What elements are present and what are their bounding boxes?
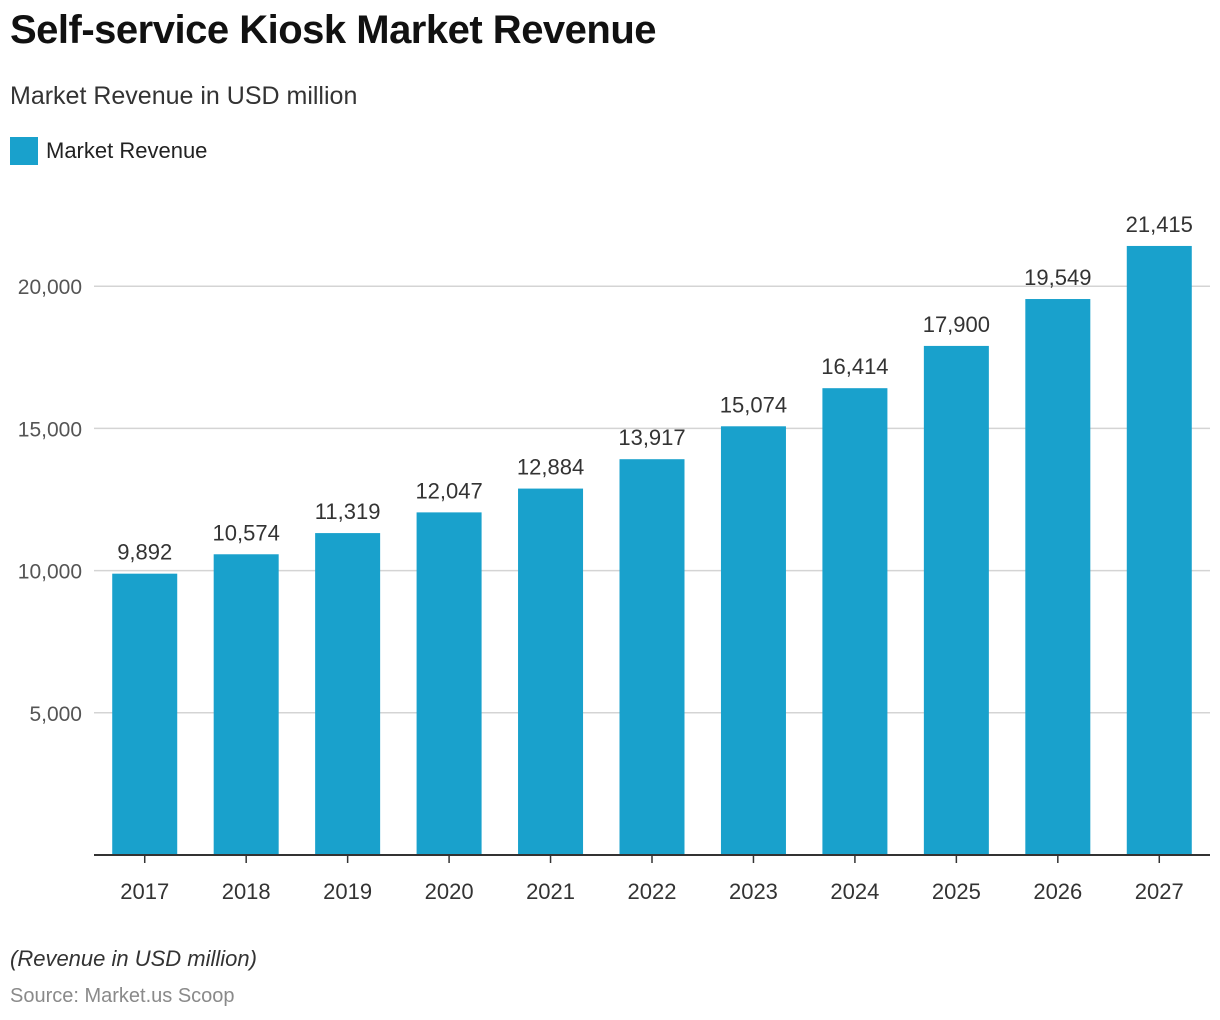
y-tick-label: 10,000 <box>18 561 82 584</box>
x-tick-label-2019: 2019 <box>323 879 372 904</box>
x-tick-label-2027: 2027 <box>1135 879 1184 904</box>
bar-2019 <box>315 533 381 855</box>
bar-2017 <box>112 573 178 855</box>
x-tick-label-2018: 2018 <box>222 879 271 904</box>
x-tick-label-2024: 2024 <box>830 879 879 904</box>
data-label-2021: 12,884 <box>517 455 584 480</box>
bar-2022 <box>619 459 685 855</box>
chart-subtitle: Market Revenue in USD million <box>10 82 358 110</box>
x-tick-label-2017: 2017 <box>120 879 169 904</box>
data-label-2020: 12,047 <box>415 478 482 503</box>
x-tick-label-2026: 2026 <box>1033 879 1082 904</box>
bar-2018 <box>213 554 279 855</box>
bar-2020 <box>416 512 482 855</box>
data-label-2026: 19,549 <box>1024 265 1091 290</box>
y-tick-label: 5,000 <box>29 703 82 726</box>
legend: Market Revenue <box>10 137 207 165</box>
data-label-2027: 21,415 <box>1126 212 1193 237</box>
chart-title: Self-service Kiosk Market Revenue <box>10 8 657 52</box>
bar-2025 <box>923 345 989 855</box>
legend-label-market-revenue: Market Revenue <box>46 138 208 163</box>
x-tick-label-2025: 2025 <box>932 879 981 904</box>
bar-2023 <box>720 426 786 855</box>
bar-2024 <box>822 388 888 855</box>
data-label-2025: 17,900 <box>923 312 990 337</box>
data-label-2019: 11,319 <box>315 499 381 524</box>
x-tick-label-2020: 2020 <box>425 879 474 904</box>
x-tick-label-2022: 2022 <box>628 879 677 904</box>
data-label-2017: 9,892 <box>117 540 172 565</box>
data-label-2018: 10,574 <box>213 520 280 545</box>
footnote: (Revenue in USD million) <box>10 946 257 971</box>
bar-chart: 5,000 10,000 15,000 20,000 9,892 2017 10,574 20… <box>18 212 1210 904</box>
x-tick-label-2021: 2021 <box>526 879 575 904</box>
data-label-2024: 16,414 <box>821 354 888 379</box>
y-tick-label: 15,000 <box>18 418 82 441</box>
bar-2027 <box>1126 245 1192 855</box>
bar-2026 <box>1025 299 1091 855</box>
source-credit: Source: Market.us Scoop <box>10 985 235 1007</box>
data-label-2023: 15,074 <box>720 392 787 417</box>
x-tick-label-2023: 2023 <box>729 879 778 904</box>
bar-2021 <box>518 488 584 855</box>
data-label-2022: 13,917 <box>618 425 685 450</box>
legend-swatch-market-revenue <box>10 137 38 165</box>
y-tick-label: 20,000 <box>18 276 82 299</box>
